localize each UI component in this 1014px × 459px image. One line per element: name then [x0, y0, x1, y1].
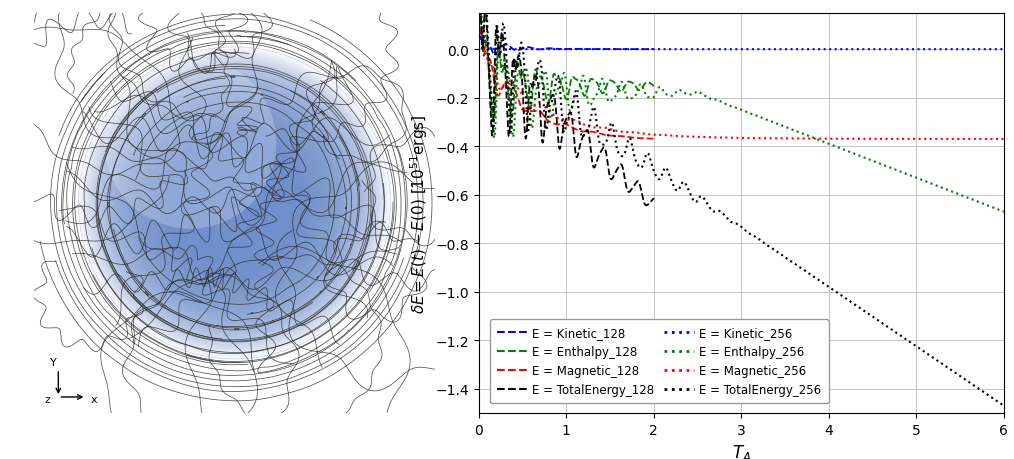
Circle shape [149, 119, 319, 288]
Circle shape [86, 56, 382, 351]
Circle shape [80, 50, 388, 357]
Circle shape [94, 63, 375, 343]
Circle shape [124, 93, 345, 314]
Circle shape [153, 123, 315, 284]
Circle shape [128, 97, 341, 310]
Text: Y: Y [51, 357, 57, 367]
Circle shape [104, 73, 365, 334]
Circle shape [100, 69, 369, 337]
Circle shape [138, 107, 332, 300]
Circle shape [84, 54, 384, 353]
Circle shape [102, 71, 367, 336]
Circle shape [144, 113, 325, 294]
Circle shape [96, 66, 373, 341]
Circle shape [132, 101, 337, 306]
Circle shape [142, 111, 328, 296]
Circle shape [116, 85, 353, 322]
Circle shape [90, 60, 378, 347]
Circle shape [110, 79, 359, 328]
Circle shape [92, 62, 376, 345]
Circle shape [136, 105, 334, 302]
Circle shape [114, 83, 355, 324]
Circle shape [147, 117, 321, 290]
Circle shape [106, 75, 363, 331]
Circle shape [122, 91, 347, 316]
Circle shape [126, 95, 343, 312]
Circle shape [88, 57, 380, 349]
Circle shape [82, 52, 386, 355]
Circle shape [146, 115, 323, 292]
Text: z: z [45, 394, 51, 404]
Circle shape [107, 77, 361, 330]
Circle shape [134, 103, 336, 304]
Circle shape [98, 67, 371, 340]
Circle shape [118, 87, 351, 320]
X-axis label: $T_A$: $T_A$ [732, 442, 751, 459]
Legend: E = Kinetic_128, E = Enthalpy_128, E = Magnetic_128, E = TotalEnergy_128, E = Ki: E = Kinetic_128, E = Enthalpy_128, E = M… [490, 319, 828, 403]
Circle shape [140, 109, 330, 298]
Circle shape [155, 124, 313, 282]
Circle shape [130, 99, 339, 308]
Text: x: x [90, 394, 97, 404]
Circle shape [104, 58, 276, 229]
Circle shape [78, 48, 390, 359]
Circle shape [151, 121, 317, 286]
Circle shape [120, 89, 349, 318]
Circle shape [112, 81, 357, 326]
Y-axis label: $\delta E = E(t) - E(0)$ [$10^{51}$ergs]: $\delta E = E(t) - E(0)$ [$10^{51}$ergs] [409, 114, 430, 313]
